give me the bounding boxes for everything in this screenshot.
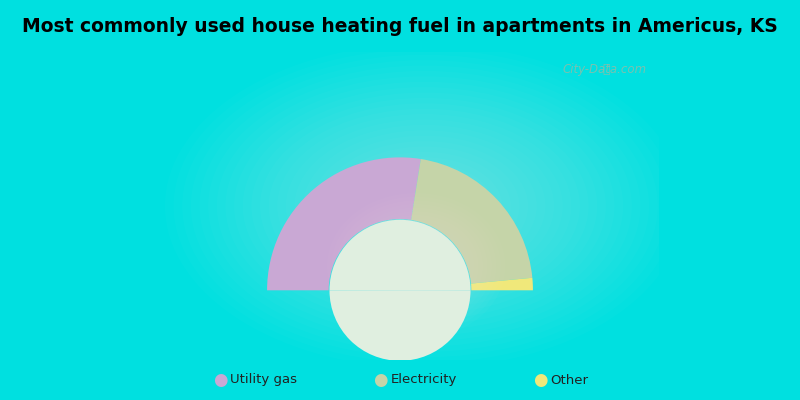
Wedge shape [330,220,470,290]
Text: Other: Other [550,374,588,386]
Text: Most commonly used house heating fuel in apartments in Americus, KS: Most commonly used house heating fuel in… [22,16,778,36]
Text: ●: ● [213,371,227,389]
Wedge shape [411,159,532,284]
Wedge shape [330,290,470,361]
Wedge shape [267,157,421,290]
Text: ⦾: ⦾ [602,62,610,76]
Text: ●: ● [533,371,547,389]
Text: Electricity: Electricity [390,374,457,386]
Text: ●: ● [373,371,387,389]
Text: City-Data.com: City-Data.com [562,63,646,76]
Wedge shape [471,278,533,290]
Text: Utility gas: Utility gas [230,374,298,386]
